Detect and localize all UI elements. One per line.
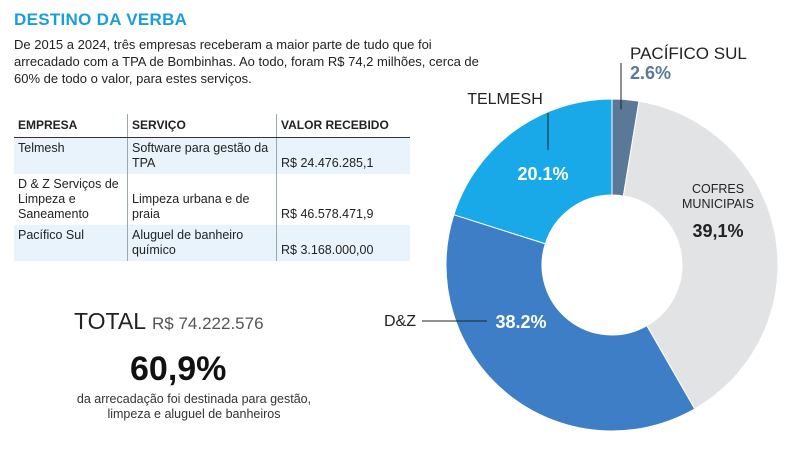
total-value: R$ 74.222.576 [152, 314, 264, 333]
label-dz: D&Z [384, 313, 416, 330]
cell-valor: R$ 3.168.000,00 [276, 225, 410, 261]
cell-servico: Limpeza urbana e de praia [127, 174, 277, 225]
table-row: D & Z Serviços de Limpeza e Saneamento L… [14, 174, 410, 225]
label-cofres-line2: MUNICIPAIS [682, 197, 754, 211]
value-telmesh: 20.1% [517, 164, 568, 184]
cell-empresa: Telmesh [14, 137, 128, 174]
label-pacifico-sul: PACÍFICO SUL [630, 44, 747, 63]
header-empresa: EMPRESA [14, 114, 128, 138]
total-line: TOTAL R$ 74.222.576 [74, 308, 264, 335]
table-row: Pacífico Sul Aluguel de banheiro químico… [14, 225, 410, 261]
highlight-description: da arrecadação foi destinada para gestão… [76, 392, 312, 421]
value-pacifico-sul: 2.6% [630, 63, 671, 83]
header-valor: VALOR RECEBIDO [276, 114, 410, 138]
table-header-row: EMPRESA SERVIÇO VALOR RECEBIDO [14, 114, 410, 138]
cell-empresa: Pacífico Sul [14, 225, 128, 261]
slice-cofres-municipais [622, 100, 779, 410]
cell-servico: Aluguel de banheiro químico [127, 225, 277, 261]
label-cofres-line1: COFRES [692, 182, 744, 196]
cell-valor: R$ 46.578.471,9 [276, 174, 410, 225]
cell-valor: R$ 24.476.285,1 [276, 137, 410, 174]
slice-telmesh [453, 98, 613, 245]
header-servico: SERVIÇO [127, 114, 277, 138]
value-cofres-municipais: 39,1% [692, 221, 743, 241]
companies-table: EMPRESA SERVIÇO VALOR RECEBIDO Telmesh S… [14, 114, 410, 261]
total-label: TOTAL [74, 308, 146, 334]
slice-dz [445, 214, 696, 432]
label-telmesh: TELMESH [467, 91, 543, 108]
cell-empresa: D & Z Serviços de Limpeza e Saneamento [18, 177, 119, 221]
cell-servico: Software para gestão da TPA [127, 137, 277, 174]
table-row: Telmesh Software para gestão da TPA R$ 2… [14, 137, 410, 174]
chart-title: DESTINO DA VERBA [14, 10, 188, 29]
value-dz: 38.2% [495, 312, 546, 332]
intro-text: De 2015 a 2024, três empresas receberam … [14, 37, 479, 86]
highlight-percent: 60,9% [130, 350, 227, 388]
